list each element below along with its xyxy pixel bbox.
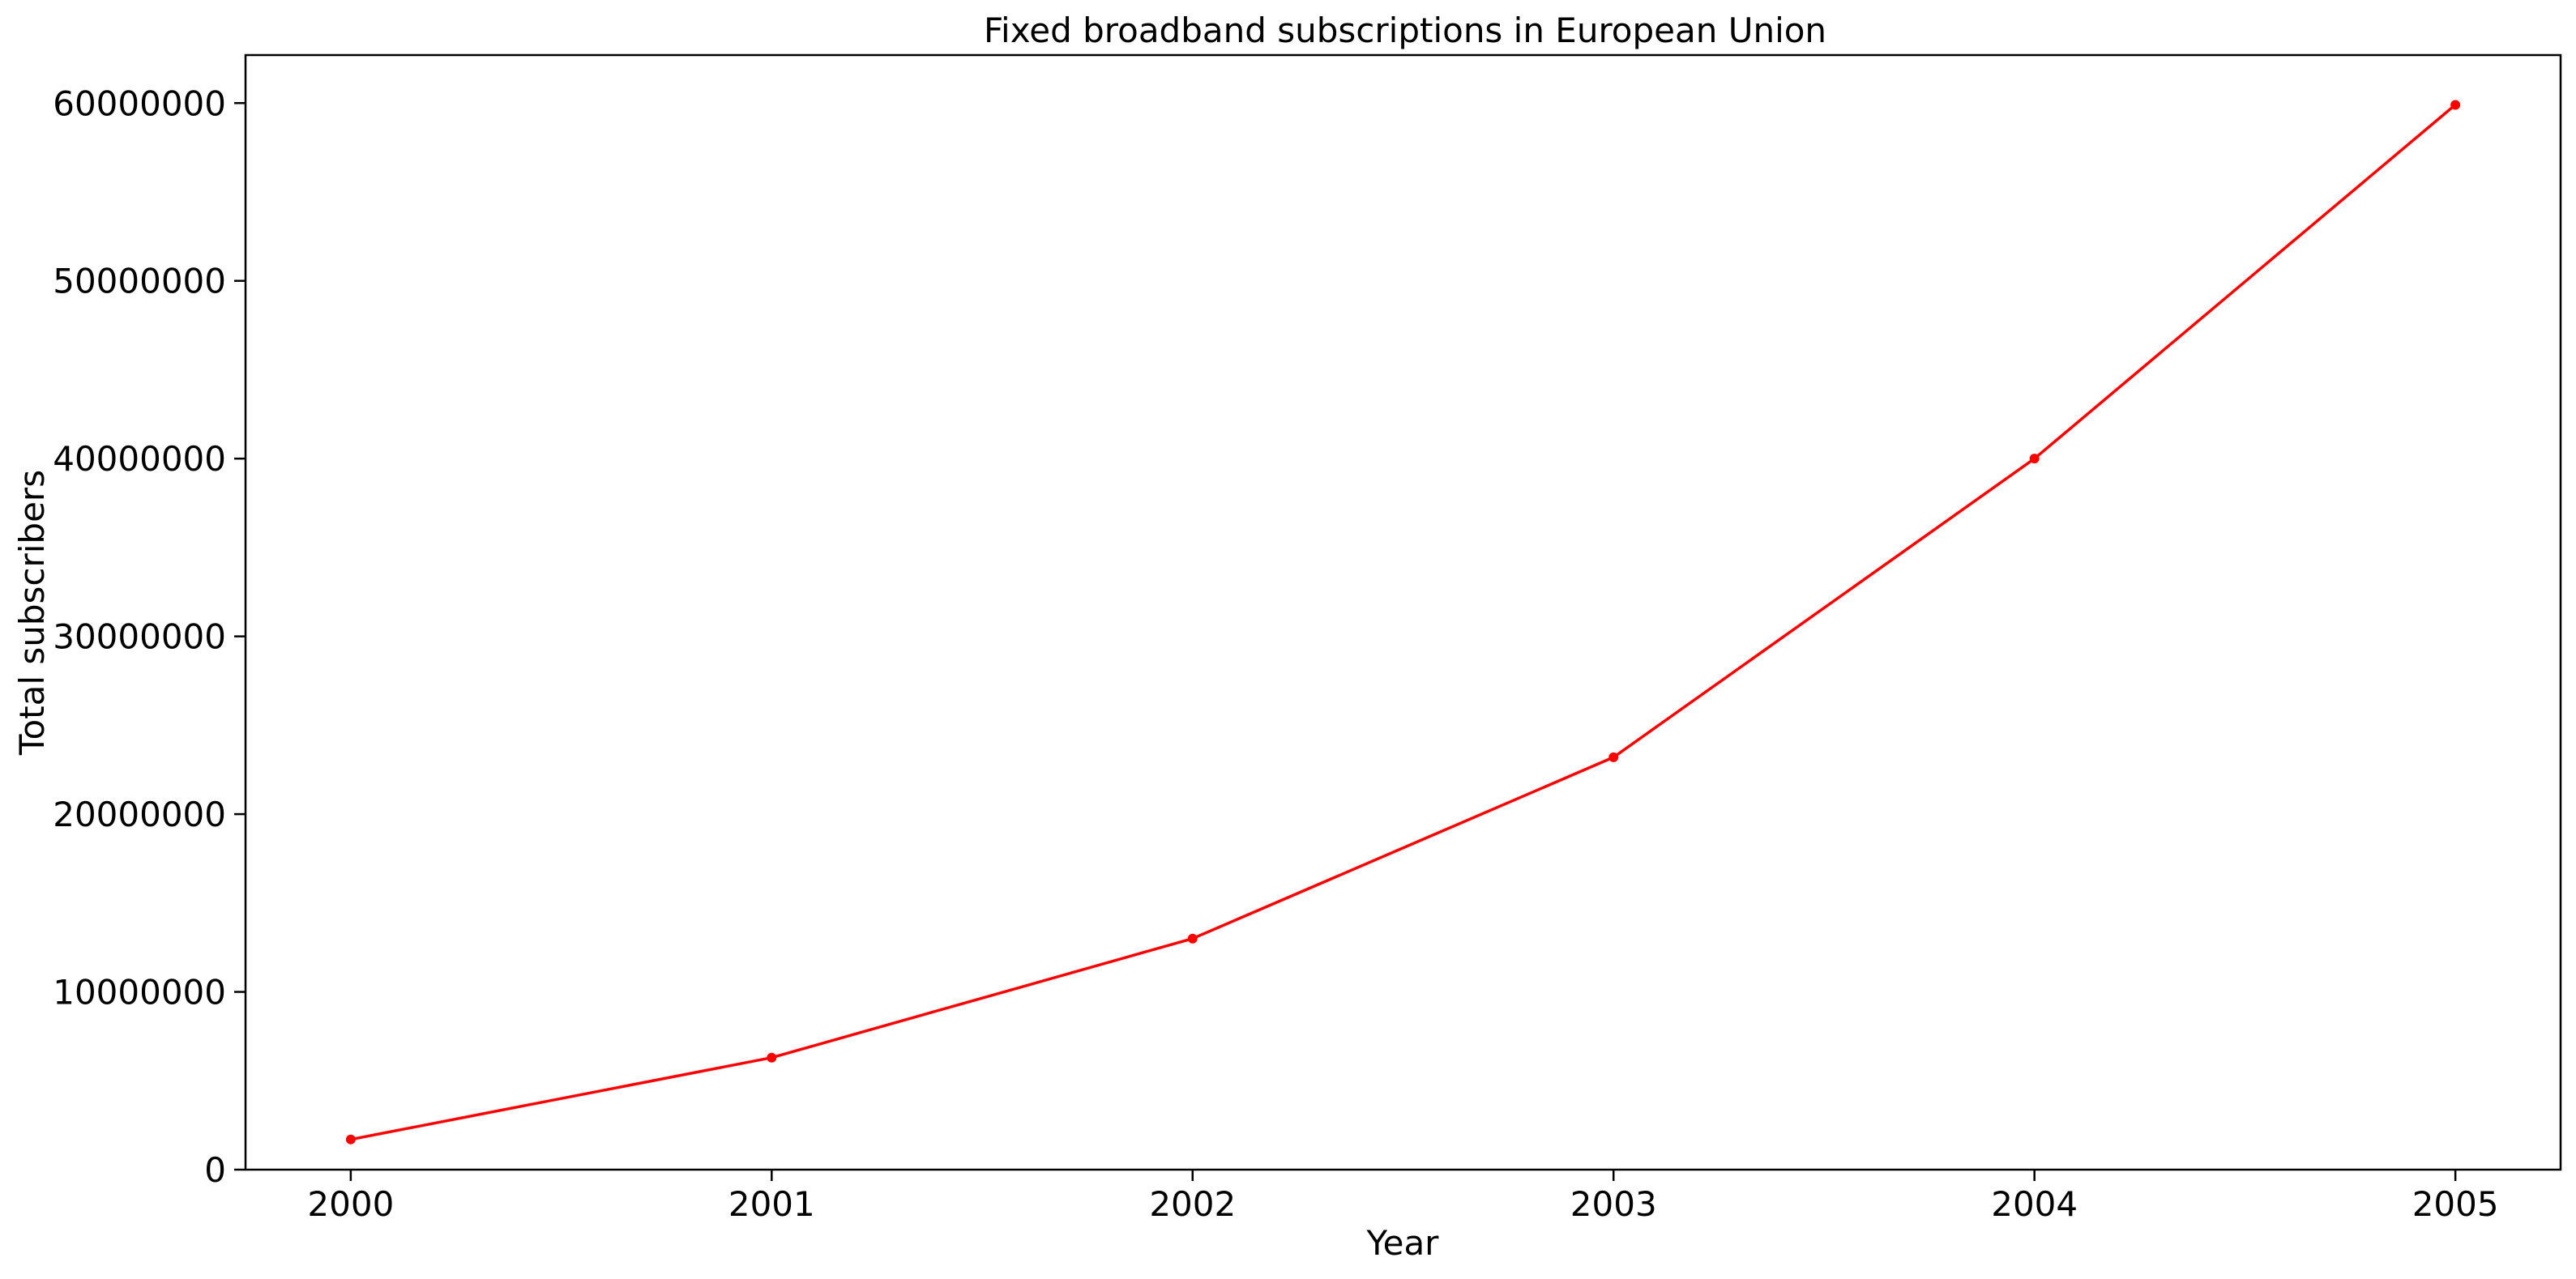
data-point [345, 1134, 356, 1145]
chart-title: Fixed broadband subscriptions in Europea… [984, 11, 1826, 50]
plot-frame [244, 53, 2562, 1171]
x-axis-label: Year [1366, 1223, 1440, 1263]
x-tick-label: 2002 [1149, 1184, 1236, 1224]
data-point [767, 1052, 777, 1063]
data-point [1608, 752, 1619, 762]
x-tick-label: 2001 [728, 1184, 815, 1224]
plot-area: 2000 2001 2002 2003 2004 2005 0 10000000 2000000… [53, 83, 2498, 1224]
series-line [349, 103, 2457, 1141]
y-tick-label: 60000000 [53, 83, 226, 123]
x-tick-label: 2005 [2412, 1184, 2499, 1224]
y-tick-label: 30000000 [53, 617, 226, 657]
y-tick-label: 50000000 [53, 262, 226, 301]
y-tick-label: 40000000 [53, 439, 226, 479]
x-tick-label: 2000 [307, 1184, 394, 1224]
y-tick-label: 0 [204, 1150, 226, 1190]
y-tick-label: 10000000 [53, 973, 226, 1013]
data-point [1187, 933, 1198, 944]
y-tick-label: 20000000 [53, 795, 226, 834]
data-point [2029, 454, 2040, 464]
x-tick-label: 2004 [1991, 1184, 2078, 1224]
x-tick-label: 2003 [1570, 1184, 1657, 1224]
data-point [2450, 100, 2461, 110]
y-axis-label: Total subscribers [12, 470, 52, 756]
